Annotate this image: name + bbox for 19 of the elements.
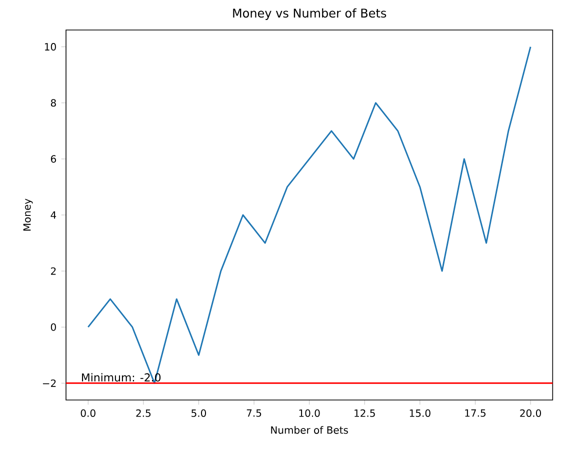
x-axis-title: Number of Bets (271, 426, 348, 434)
x-tick-label: 2.5 (136, 409, 150, 417)
x-tick-label: 10.0 (299, 409, 320, 417)
x-tick-label: 20.0 (520, 409, 541, 417)
x-tick-label: 7.5 (246, 409, 262, 417)
y-tick-label: 2 (50, 267, 56, 275)
x-tick-label: 17.5 (465, 409, 486, 417)
y-tick-label: −2 (42, 379, 56, 387)
y-tick-label: 10 (45, 43, 56, 51)
y-tick-label: 0 (50, 323, 56, 331)
x-tick-label: 0.0 (80, 409, 96, 417)
x-tick-label: 5.0 (192, 409, 206, 417)
x-tick-label: 15.0 (410, 409, 430, 417)
y-tick-label: 4 (50, 211, 56, 219)
y-tick-label: 6 (50, 155, 56, 163)
y-tick-label: 8 (50, 99, 56, 107)
x-tick-label: 12.5 (354, 409, 375, 417)
chart-title: Money vs Number of Bets (233, 8, 386, 20)
y-axis-title: Money (23, 198, 33, 231)
